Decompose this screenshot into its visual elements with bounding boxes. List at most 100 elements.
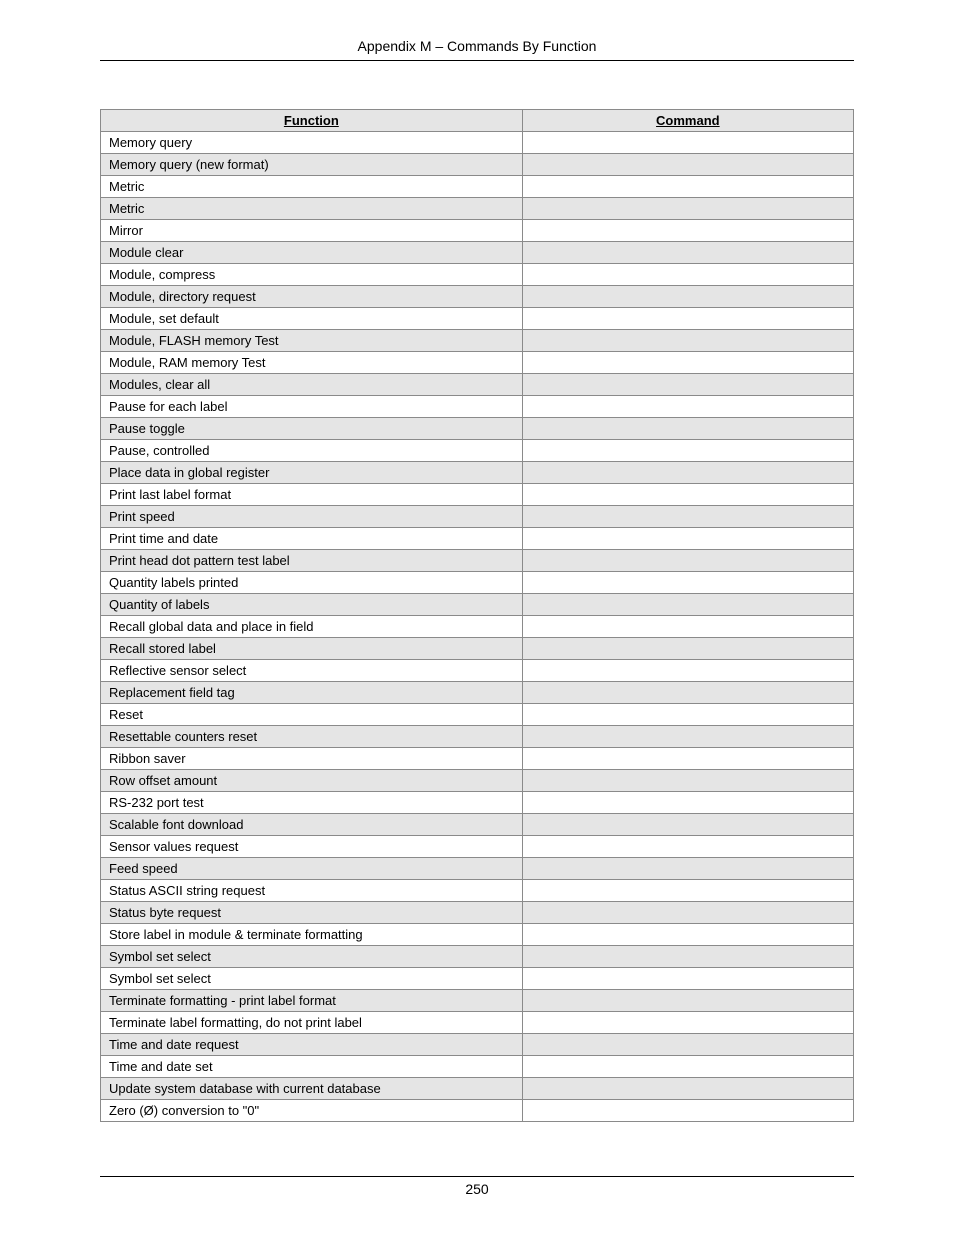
table-row: Module, directory request [101,286,854,308]
cell-function: Update system database with current data… [101,1078,523,1100]
cell-function: Print head dot pattern test label [101,550,523,572]
cell-command [522,726,853,748]
table-row: Time and date set [101,1056,854,1078]
cell-command [522,946,853,968]
cell-command [522,638,853,660]
page-number: 250 [465,1181,488,1197]
table-row: Replacement field tag [101,682,854,704]
cell-function: Module clear [101,242,523,264]
cell-function: Print last label format [101,484,523,506]
cell-command [522,462,853,484]
table-row: Terminate label formatting, do not print… [101,1012,854,1034]
page-header: Appendix M – Commands By Function [100,38,854,61]
table-row: Feed speed [101,858,854,880]
cell-function: Place data in global register [101,462,523,484]
cell-command [522,902,853,924]
cell-command [522,396,853,418]
cell-command [522,242,853,264]
column-header-command: Command [522,110,853,132]
cell-function: Reflective sensor select [101,660,523,682]
table-row: Pause, controlled [101,440,854,462]
cell-function: Ribbon saver [101,748,523,770]
cell-function: Metric [101,176,523,198]
table-row: Module, FLASH memory Test [101,330,854,352]
table-row: Memory query [101,132,854,154]
commands-table: Function Command Memory queryMemory quer… [100,109,854,1122]
cell-command [522,132,853,154]
cell-command [522,418,853,440]
cell-command [522,308,853,330]
cell-function: Modules, clear all [101,374,523,396]
cell-function: Metric [101,198,523,220]
cell-command [522,506,853,528]
cell-command [522,528,853,550]
cell-command [522,880,853,902]
cell-function: Scalable font download [101,814,523,836]
table-row: Pause toggle [101,418,854,440]
cell-function: Quantity labels printed [101,572,523,594]
column-header-function: Function [101,110,523,132]
cell-function: Symbol set select [101,968,523,990]
cell-function: Module, directory request [101,286,523,308]
table-row: Reflective sensor select [101,660,854,682]
table-row: Status byte request [101,902,854,924]
cell-function: Time and date set [101,1056,523,1078]
cell-function: Terminate label formatting, do not print… [101,1012,523,1034]
table-row: Recall stored label [101,638,854,660]
cell-command [522,924,853,946]
cell-function: Row offset amount [101,770,523,792]
cell-command [522,814,853,836]
cell-command [522,572,853,594]
cell-command [522,1056,853,1078]
cell-command [522,990,853,1012]
cell-function: Module, RAM memory Test [101,352,523,374]
cell-command [522,330,853,352]
table-row: Row offset amount [101,770,854,792]
table-row: Time and date request [101,1034,854,1056]
table-row: Memory query (new format) [101,154,854,176]
table-row: Symbol set select [101,968,854,990]
table-row: Quantity labels printed [101,572,854,594]
cell-command [522,858,853,880]
cell-command [522,968,853,990]
table-row: Reset [101,704,854,726]
cell-function: Recall global data and place in field [101,616,523,638]
cell-command [522,682,853,704]
cell-function: Feed speed [101,858,523,880]
cell-command [522,836,853,858]
cell-command [522,660,853,682]
cell-command [522,704,853,726]
cell-function: RS-232 port test [101,792,523,814]
table-row: Pause for each label [101,396,854,418]
table-row: Symbol set select [101,946,854,968]
cell-function: Reset [101,704,523,726]
table-row: Metric [101,176,854,198]
cell-function: Terminate formatting - print label forma… [101,990,523,1012]
cell-command [522,286,853,308]
table-row: Quantity of labels [101,594,854,616]
cell-function: Memory query [101,132,523,154]
cell-command [522,264,853,286]
cell-command [522,440,853,462]
cell-command [522,1034,853,1056]
cell-command [522,484,853,506]
cell-function: Quantity of labels [101,594,523,616]
cell-function: Recall stored label [101,638,523,660]
cell-command [522,1078,853,1100]
table-row: Print time and date [101,528,854,550]
cell-command [522,748,853,770]
table-row: Module, compress [101,264,854,286]
table-row: Terminate formatting - print label forma… [101,990,854,1012]
cell-function: Zero (Ø) conversion to "0" [101,1100,523,1122]
cell-command [522,374,853,396]
table-row: Mirror [101,220,854,242]
cell-function: Store label in module & terminate format… [101,924,523,946]
cell-function: Mirror [101,220,523,242]
cell-function: Print speed [101,506,523,528]
cell-command [522,154,853,176]
cell-command [522,220,853,242]
table-row: Update system database with current data… [101,1078,854,1100]
cell-function: Print time and date [101,528,523,550]
table-row: Place data in global register [101,462,854,484]
cell-function: Memory query (new format) [101,154,523,176]
